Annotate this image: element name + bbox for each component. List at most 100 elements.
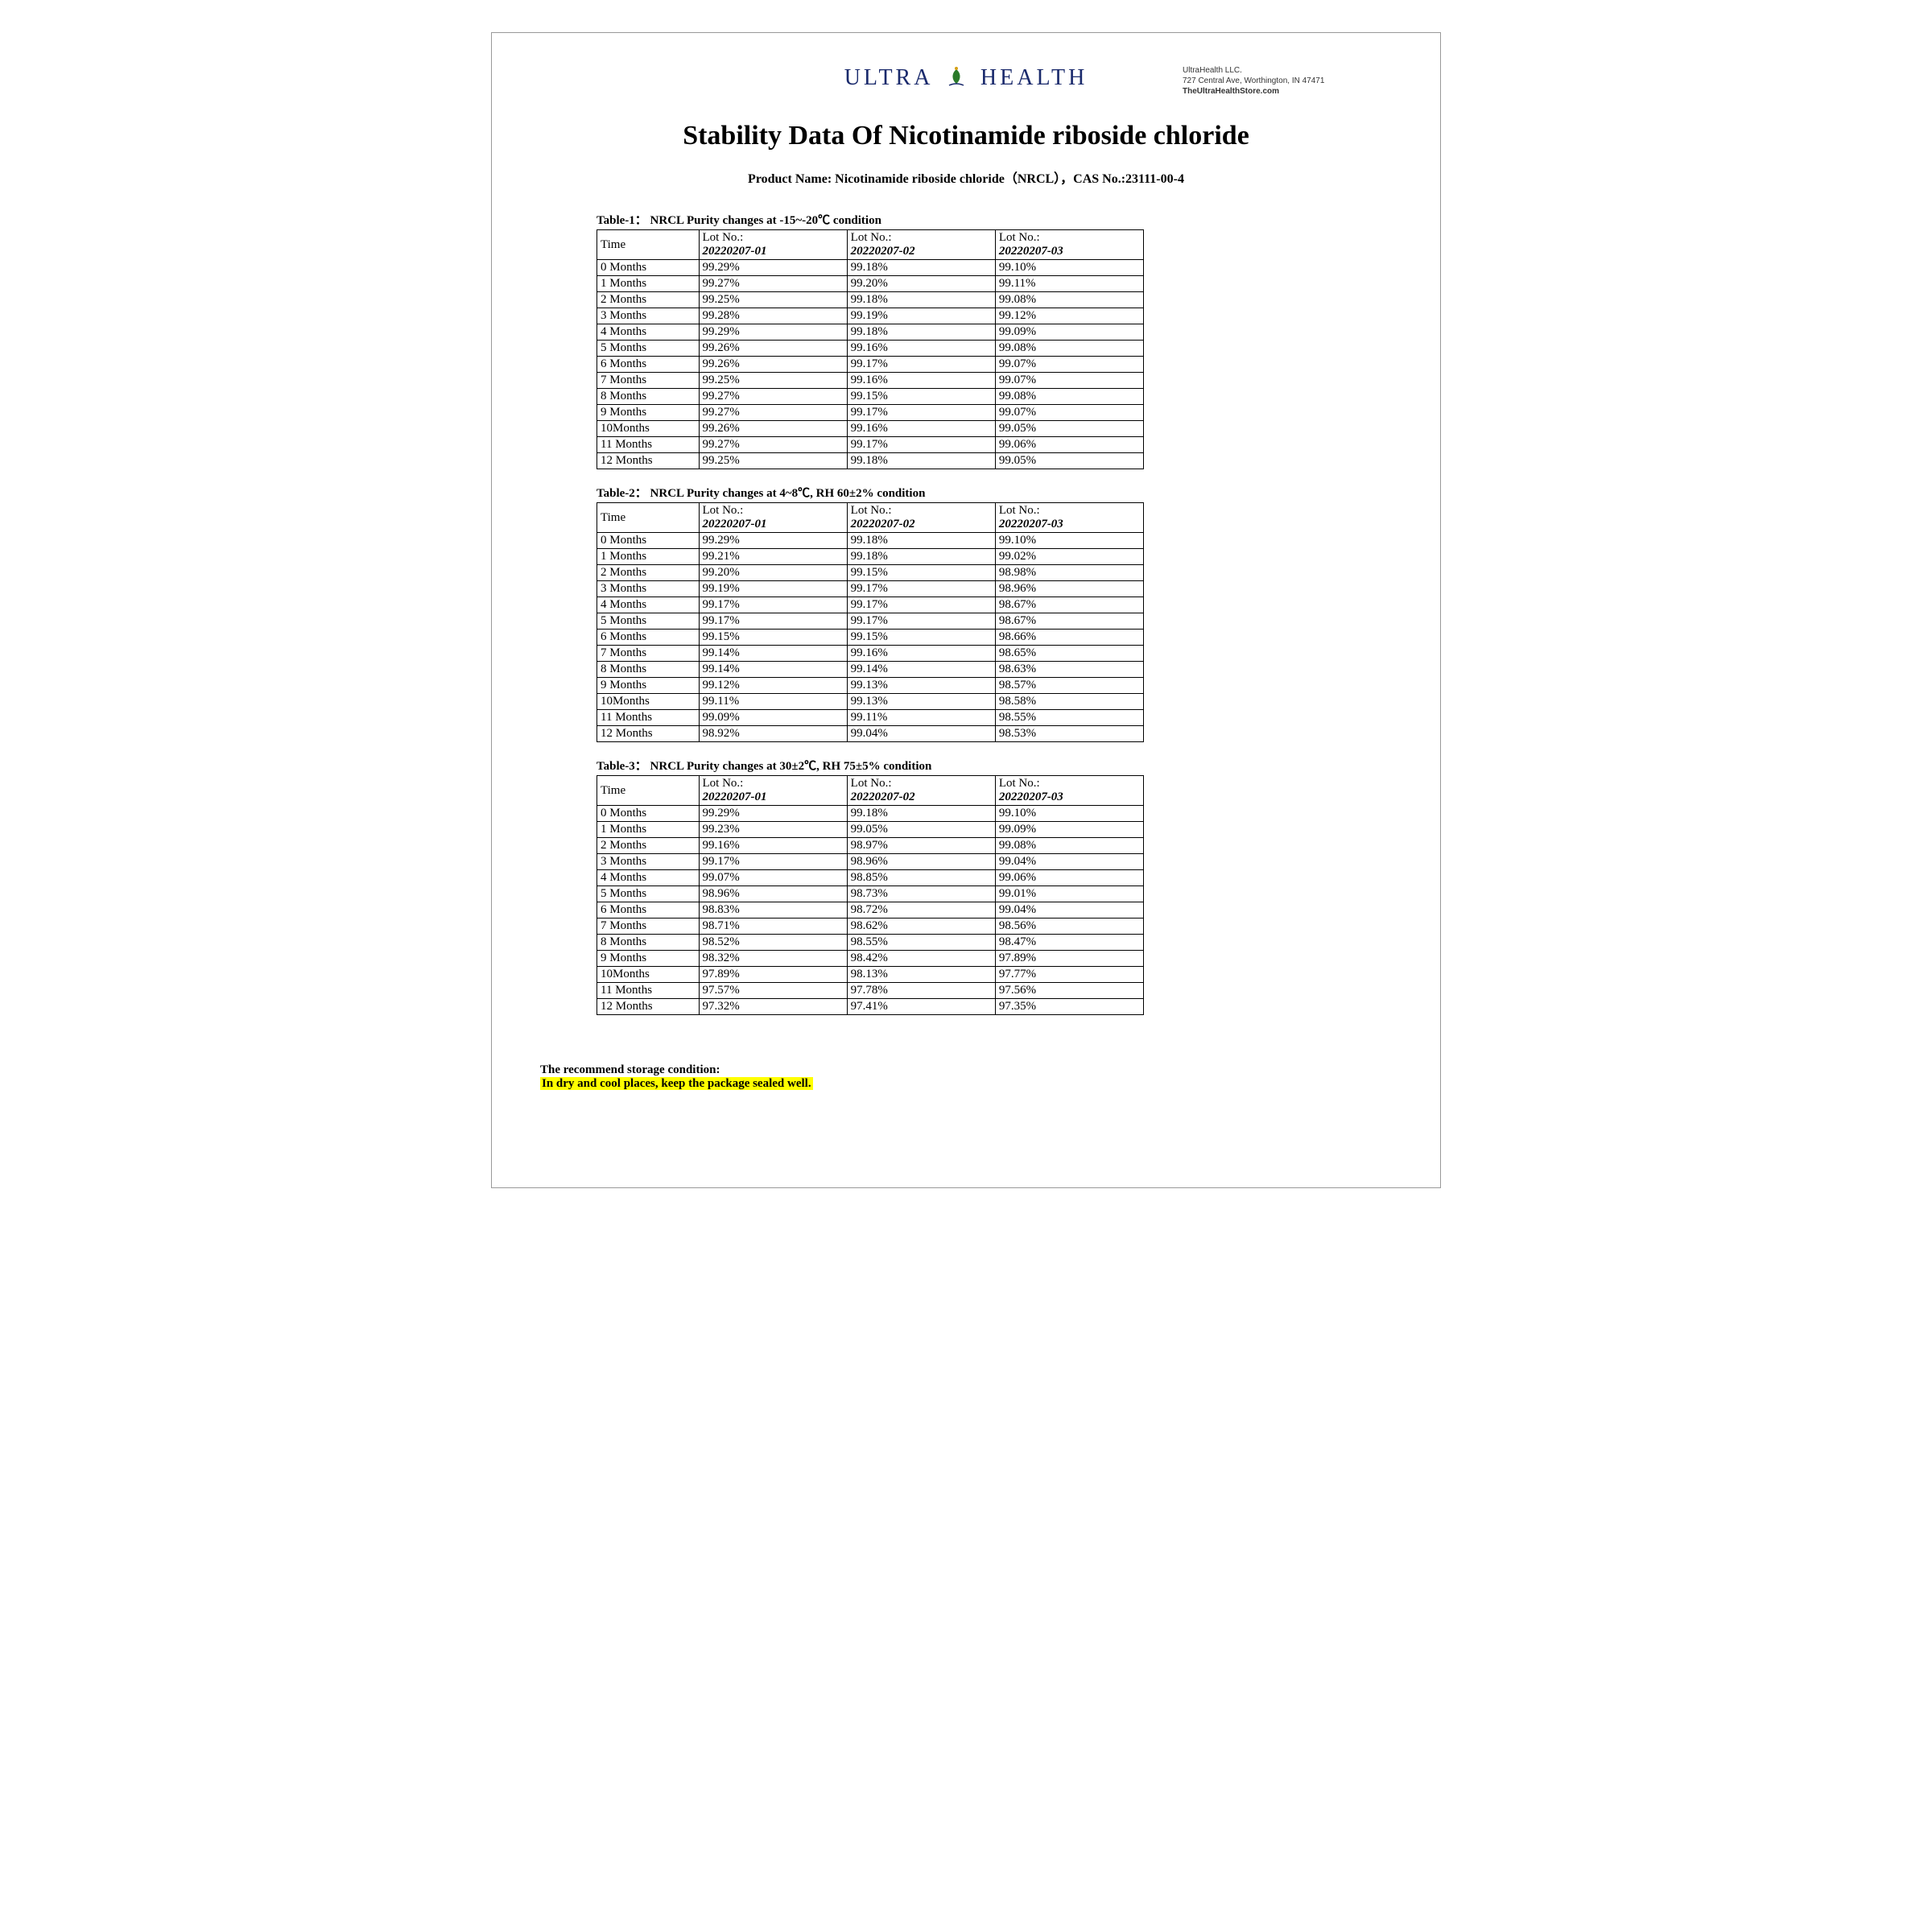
value-cell: 99.16%: [847, 646, 995, 662]
table-row: 5 Months99.17%99.17%98.67%: [597, 613, 1144, 630]
time-cell: 8 Months: [597, 935, 700, 951]
value-cell: 98.96%: [847, 854, 995, 870]
value-cell: 99.18%: [847, 292, 995, 308]
value-cell: 99.17%: [699, 854, 847, 870]
table-row: 1 Months99.21%99.18%99.02%: [597, 549, 1144, 565]
value-cell: 99.05%: [847, 822, 995, 838]
value-cell: 99.18%: [847, 549, 995, 565]
value-cell: 99.23%: [699, 822, 847, 838]
value-cell: 99.01%: [995, 886, 1143, 902]
time-cell: 1 Months: [597, 822, 700, 838]
col-time-header: Time: [597, 503, 700, 533]
time-cell: 2 Months: [597, 838, 700, 854]
time-cell: 5 Months: [597, 886, 700, 902]
table-caption: Table-3： NRCL Purity changes at 30±2℃, R…: [597, 757, 1392, 774]
table-row: 7 Months98.71%98.62%98.56%: [597, 919, 1144, 935]
value-cell: 99.08%: [995, 341, 1143, 357]
value-cell: 99.09%: [995, 822, 1143, 838]
value-cell: 98.58%: [995, 694, 1143, 710]
table-row: 6 Months98.83%98.72%99.04%: [597, 902, 1144, 919]
lot-header: Lot No.:20220207-01: [699, 776, 847, 806]
value-cell: 99.18%: [847, 806, 995, 822]
time-cell: 11 Months: [597, 437, 700, 453]
value-cell: 99.09%: [699, 710, 847, 726]
value-cell: 99.10%: [995, 260, 1143, 276]
value-cell: 99.07%: [995, 373, 1143, 389]
table-caption: Table-2： NRCL Purity changes at 4~8℃, RH…: [597, 484, 1392, 501]
table-row: 5 Months98.96%98.73%99.01%: [597, 886, 1144, 902]
value-cell: 98.56%: [995, 919, 1143, 935]
company-info: UltraHealth LLC. 727 Central Ave, Worthi…: [1183, 65, 1392, 97]
value-cell: 99.18%: [847, 324, 995, 341]
company-name: UltraHealth LLC.: [1183, 65, 1392, 76]
value-cell: 99.21%: [699, 549, 847, 565]
time-cell: 3 Months: [597, 308, 700, 324]
time-cell: 10Months: [597, 694, 700, 710]
time-cell: 7 Months: [597, 373, 700, 389]
value-cell: 99.13%: [847, 678, 995, 694]
time-cell: 3 Months: [597, 581, 700, 597]
company-website: TheUltraHealthStore.com: [1183, 86, 1392, 97]
table-row: 10Months97.89%98.13%97.77%: [597, 967, 1144, 983]
value-cell: 99.11%: [847, 710, 995, 726]
value-cell: 98.98%: [995, 565, 1143, 581]
time-cell: 1 Months: [597, 549, 700, 565]
table-row: 8 Months98.52%98.55%98.47%: [597, 935, 1144, 951]
value-cell: 98.83%: [699, 902, 847, 919]
storage-block: The recommend storage condition: In dry …: [540, 1063, 1392, 1091]
value-cell: 98.67%: [995, 597, 1143, 613]
value-cell: 99.07%: [995, 405, 1143, 421]
data-table: TimeLot No.:20220207-01Lot No.:20220207-…: [597, 775, 1144, 1015]
time-cell: 10Months: [597, 421, 700, 437]
value-cell: 98.63%: [995, 662, 1143, 678]
col-time-header: Time: [597, 230, 700, 260]
lot-header: Lot No.:20220207-01: [699, 503, 847, 533]
value-cell: 97.35%: [995, 999, 1143, 1015]
table-row: 5 Months99.26%99.16%99.08%: [597, 341, 1144, 357]
value-cell: 99.13%: [847, 694, 995, 710]
col-time-header: Time: [597, 776, 700, 806]
value-cell: 99.14%: [847, 662, 995, 678]
time-cell: 9 Months: [597, 951, 700, 967]
value-cell: 98.57%: [995, 678, 1143, 694]
value-cell: 99.10%: [995, 806, 1143, 822]
value-cell: 99.08%: [995, 389, 1143, 405]
value-cell: 98.55%: [995, 710, 1143, 726]
time-cell: 9 Months: [597, 405, 700, 421]
value-cell: 99.12%: [699, 678, 847, 694]
value-cell: 98.96%: [995, 581, 1143, 597]
time-cell: 10Months: [597, 967, 700, 983]
product-line: Product Name: Nicotinamide riboside chlo…: [540, 167, 1392, 187]
lot-header: Lot No.:20220207-02: [847, 776, 995, 806]
table-row: 7 Months99.14%99.16%98.65%: [597, 646, 1144, 662]
time-cell: 5 Months: [597, 341, 700, 357]
time-cell: 1 Months: [597, 276, 700, 292]
table-row: 1 Months99.23%99.05%99.09%: [597, 822, 1144, 838]
value-cell: 98.52%: [699, 935, 847, 951]
value-cell: 99.06%: [995, 437, 1143, 453]
value-cell: 99.16%: [847, 341, 995, 357]
value-cell: 98.92%: [699, 726, 847, 742]
value-cell: 99.11%: [995, 276, 1143, 292]
value-cell: 99.29%: [699, 533, 847, 549]
value-cell: 99.20%: [699, 565, 847, 581]
time-cell: 4 Months: [597, 597, 700, 613]
table-row: 6 Months99.26%99.17%99.07%: [597, 357, 1144, 373]
value-cell: 98.96%: [699, 886, 847, 902]
time-cell: 6 Months: [597, 902, 700, 919]
value-cell: 97.57%: [699, 983, 847, 999]
value-cell: 99.10%: [995, 533, 1143, 549]
value-cell: 98.67%: [995, 613, 1143, 630]
time-cell: 7 Months: [597, 919, 700, 935]
value-cell: 99.05%: [995, 421, 1143, 437]
table-row: 8 Months99.27%99.15%99.08%: [597, 389, 1144, 405]
time-cell: 3 Months: [597, 854, 700, 870]
lot-header: Lot No.:20220207-02: [847, 230, 995, 260]
storage-label: The recommend storage condition:: [540, 1063, 1392, 1077]
time-cell: 2 Months: [597, 292, 700, 308]
table-row: 10Months99.11%99.13%98.58%: [597, 694, 1144, 710]
value-cell: 99.17%: [847, 437, 995, 453]
table-row: 9 Months98.32%98.42%97.89%: [597, 951, 1144, 967]
value-cell: 99.11%: [699, 694, 847, 710]
table-caption: Table-1： NRCL Purity changes at -15~-20℃…: [597, 211, 1392, 228]
